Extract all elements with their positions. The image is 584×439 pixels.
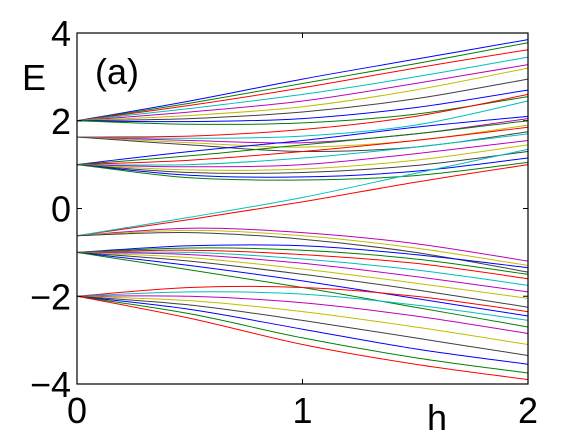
series-line: [76, 249, 529, 280]
series-line: [76, 295, 529, 334]
series-line: [76, 247, 529, 275]
series-line: [76, 64, 529, 122]
axes-frame: [76, 32, 529, 385]
series-line: [76, 251, 529, 299]
series-line: [76, 67, 529, 122]
series-line: [76, 164, 529, 237]
series-line: [76, 151, 529, 174]
y-tick-label: −4: [30, 364, 71, 405]
series-line: [76, 115, 529, 166]
series-line: [76, 144, 529, 171]
series-line: [76, 118, 529, 144]
series-line: [76, 227, 529, 262]
series-line: [76, 295, 529, 374]
x-axis-label: h: [427, 397, 447, 438]
series-line: [76, 295, 529, 345]
series-line: [76, 93, 529, 138]
series-line: [76, 285, 529, 313]
ticks-layer: 0 1 2 4 2 0 −2 −4: [30, 13, 538, 431]
series-line: [76, 295, 529, 365]
series-layer: [76, 39, 529, 381]
series-line: [76, 251, 529, 293]
series-line: [76, 157, 529, 178]
series-line: [76, 39, 529, 122]
x-tick-label: 2: [518, 390, 538, 431]
series-line: [76, 120, 529, 166]
series-line: [76, 49, 529, 122]
series-line: [76, 133, 529, 166]
series-line: [76, 100, 529, 139]
y-tick-label: 0: [51, 189, 71, 230]
series-line: [76, 126, 529, 166]
series-line: [76, 295, 529, 356]
series-line: [76, 140, 529, 168]
x-tick-label: 1: [292, 390, 312, 431]
series-line: [76, 148, 529, 237]
panel-label: (a): [95, 51, 139, 92]
series-line: [76, 244, 529, 269]
y-tick-label: −2: [30, 276, 71, 317]
series-line: [76, 161, 529, 181]
series-line: [76, 291, 529, 321]
y-axis-label: E: [22, 57, 46, 98]
y-tick-label: 4: [51, 13, 71, 54]
series-line: [76, 89, 529, 123]
series-line: [76, 56, 529, 122]
series-line: [76, 42, 529, 122]
y-tick-label: 2: [51, 101, 71, 142]
series-line: [76, 295, 529, 381]
series-line: [76, 251, 529, 286]
series-line: [76, 251, 529, 308]
x-tick-label: 0: [67, 390, 87, 431]
series-line: [76, 78, 529, 122]
series-line: [76, 229, 529, 266]
series-line: [76, 96, 529, 125]
series-line: [76, 251, 529, 317]
